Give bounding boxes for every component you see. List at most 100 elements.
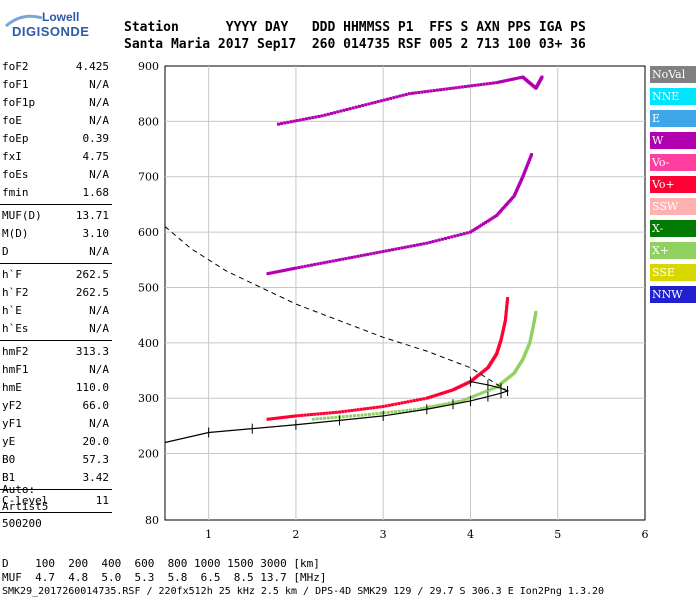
param-name: M(D) [2,227,29,240]
param-value: 20.0 [82,435,110,448]
echo-point [334,258,338,262]
echo-point [364,413,368,417]
echo-point [397,402,401,406]
echo-point [483,221,487,225]
param-separator [0,340,112,341]
param-value: 3.42 [82,471,110,484]
echo-point [311,417,315,421]
echo-point [394,402,398,406]
echo-point [387,403,391,407]
echo-point [470,229,474,233]
footer-distance-row: D 100 200 400 600 800 1000 1500 3000 [km… [2,557,320,570]
param-name: hmE [2,381,22,394]
echo-point [276,416,280,420]
echo-point [348,107,352,111]
echo-point [467,84,471,88]
echo-point [367,412,371,416]
param-value: 13.71 [75,209,109,222]
echo-point [459,232,463,236]
echo-point [325,260,329,264]
x-tick-label: 2 [292,528,299,541]
echo-point [438,392,442,396]
echo-point [444,402,448,406]
param-row: B1 3.42 [2,469,109,487]
echo-point [345,414,349,418]
param-name: fmin [2,186,29,199]
echo-point [462,232,466,236]
echo-point [428,240,432,244]
echo-point [372,251,376,255]
echo-point [529,154,533,158]
param-row: h`Es N/A [2,320,109,338]
echo-point [350,255,354,259]
param-name: C-level [2,494,49,507]
echo-point [276,270,280,274]
echo-point [485,219,489,223]
echo-point [294,266,298,270]
echo-point [386,97,390,101]
echo-point [341,410,345,414]
echo-point [319,261,323,265]
echo-point [508,78,512,82]
echo-point [381,249,385,253]
echo-point [338,258,342,262]
echo-point [323,113,327,117]
echo-point [401,409,405,413]
echo-point [306,413,310,417]
echo-point [292,266,296,270]
param-row: foEp 0.39 [2,130,109,148]
echo-point [522,172,526,176]
echo-point [382,411,386,415]
echo-point [356,413,360,417]
echo-point [429,395,433,399]
echo-point [465,231,469,235]
echo-point [429,89,433,93]
echo-point [463,85,467,89]
echo-point [425,405,429,409]
echo-point [403,245,407,249]
echo-point [526,162,530,166]
param-row: yF1 N/A [2,415,109,433]
echo-point [280,416,284,420]
echo-point [432,404,436,408]
echo-point [429,405,433,409]
echo-point [525,164,529,168]
header-row-2: Santa Maria 2017 Sep17 260 014735 RSF 00… [124,37,586,52]
echo-point [447,236,451,240]
echo-point [504,317,508,321]
echo-point [478,224,482,228]
echo-point [347,409,351,413]
echo-point [316,262,320,266]
echo-point [439,88,443,92]
param-name: foE [2,114,22,127]
logo-line2: DIGISONDE [12,24,90,39]
echo-point [266,417,270,421]
param-name: B1 [2,471,16,484]
echo-point [412,244,416,248]
logo-line1: Lowell [42,10,80,24]
echo-point [288,267,292,271]
echo-point [412,399,416,403]
param-value: N/A [89,168,109,181]
echo-point [341,415,345,419]
echo-point [290,267,294,271]
echo-point [300,265,304,269]
echo-point [453,234,457,238]
echo-point [288,415,292,419]
echo-point [322,411,326,415]
echo-point [336,110,340,114]
echo-point [309,413,313,417]
echo-point [351,106,355,110]
param-value: N/A [89,417,109,430]
echo-point [369,252,373,256]
echo-point [502,79,506,83]
param-value: 262.5 [75,286,109,299]
echo-point [416,407,420,411]
echo-point [290,414,294,418]
echo-point [369,406,373,410]
param-row: MUF(D) 13.71 [2,207,109,225]
param-value: N/A [89,322,109,335]
legend-item: X- [650,220,696,237]
echo-point [489,217,493,221]
param-name: foEs [2,168,29,181]
